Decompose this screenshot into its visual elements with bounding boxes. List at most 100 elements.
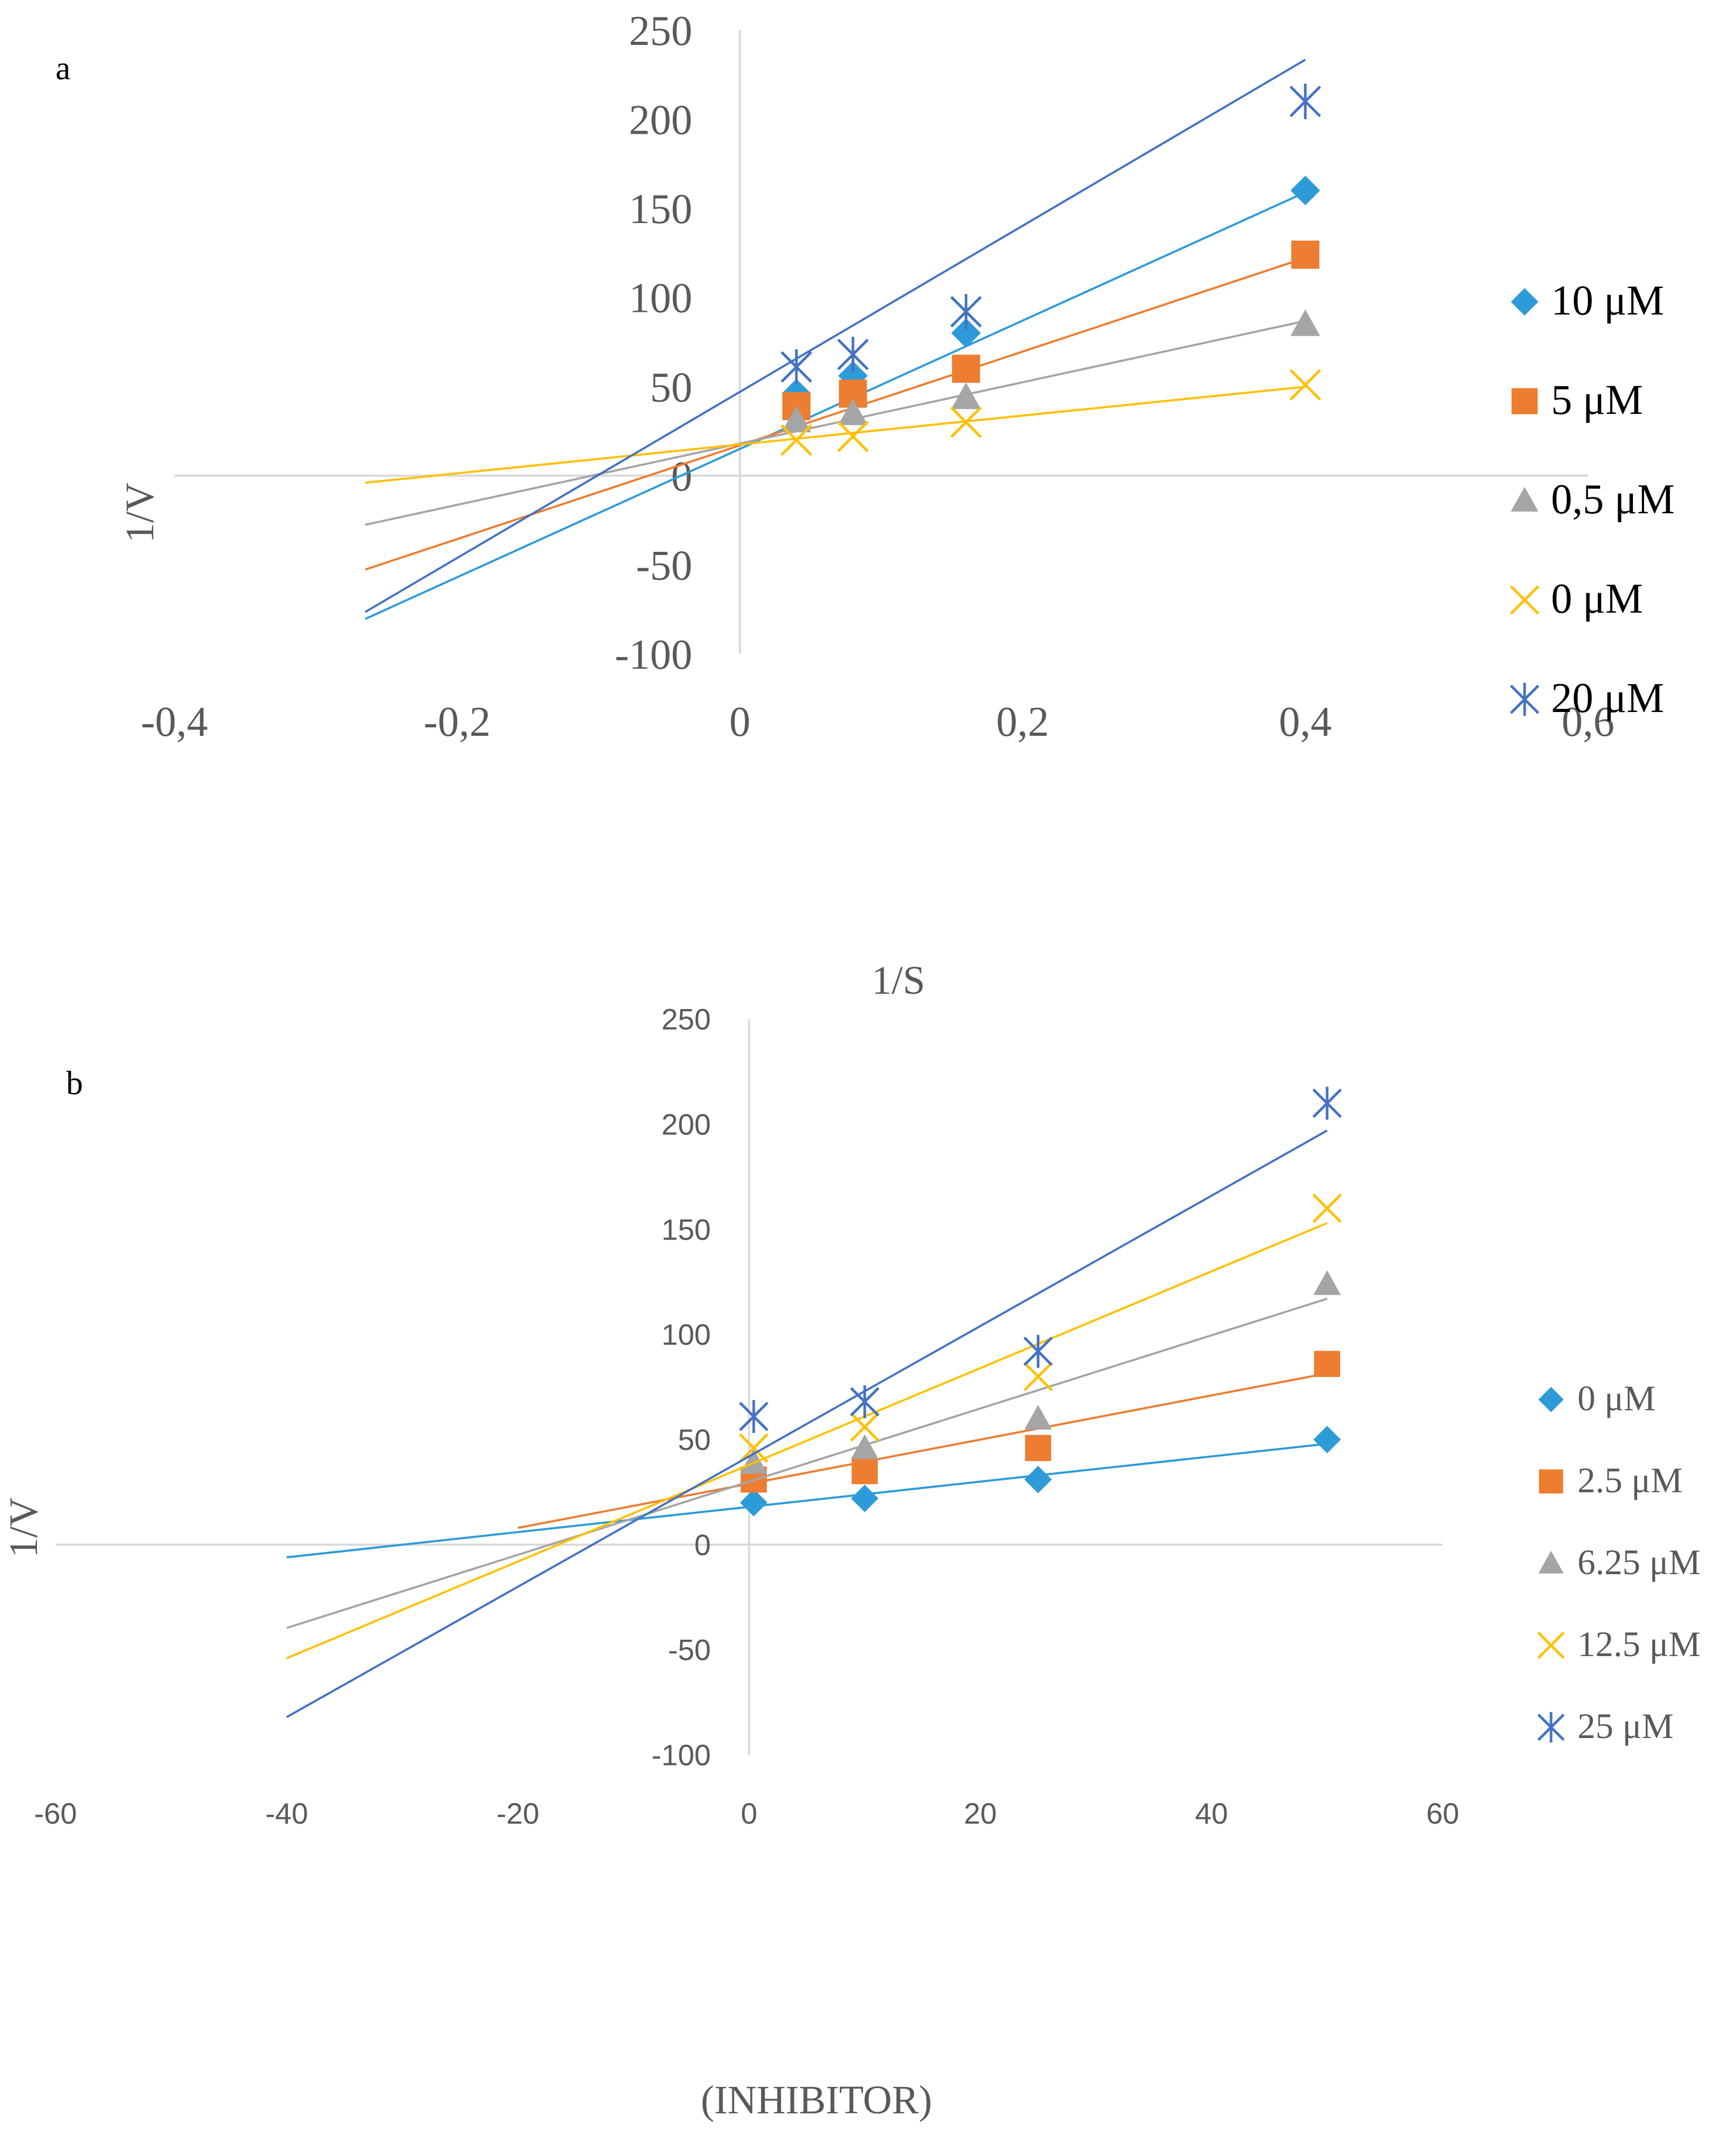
y-tick-label: 0 xyxy=(694,1528,711,1561)
panel-label-a: a xyxy=(55,49,70,87)
triangle-marker-shape xyxy=(951,382,981,409)
legend-marker xyxy=(1510,682,1539,716)
data-point xyxy=(850,1412,880,1442)
series-square-1 xyxy=(365,241,1320,571)
data-point xyxy=(851,1484,879,1512)
diamond-marker-shape xyxy=(1538,1387,1564,1412)
x-marker-stroke xyxy=(950,406,982,438)
data-point xyxy=(739,1400,769,1433)
x-tick-label: -40 xyxy=(265,1797,308,1830)
x-axis-title: (INHIBITOR) xyxy=(701,2078,932,2122)
data-point xyxy=(851,1434,879,1459)
x-marker-stroke xyxy=(1537,1631,1565,1659)
x-tick-label: 40 xyxy=(1195,1797,1228,1830)
y-tick-label: 50 xyxy=(678,1423,711,1456)
trend-line xyxy=(365,320,1306,526)
x-tick-label: -20 xyxy=(497,1797,540,1830)
x-marker-stroke xyxy=(1312,1194,1342,1223)
data-point xyxy=(1023,1362,1053,1391)
legend-label: 12.5 μM xyxy=(1577,1624,1701,1664)
square-marker-shape xyxy=(952,354,980,383)
diamond-marker-shape xyxy=(851,1484,879,1512)
x-tick-label: 0 xyxy=(741,1797,757,1830)
legend-label: 0 μM xyxy=(1551,576,1643,622)
data-point xyxy=(838,398,868,426)
y-tick-label: 100 xyxy=(662,1318,711,1351)
data-point xyxy=(837,420,869,452)
y-tick-label: 250 xyxy=(662,1003,711,1036)
y-tick-label: 150 xyxy=(662,1213,711,1246)
square-marker-shape xyxy=(1511,388,1538,414)
triangle-marker-shape xyxy=(1291,309,1320,336)
series-asterisk-4 xyxy=(365,59,1321,613)
data-point xyxy=(1289,369,1321,401)
triangle-marker-shape xyxy=(1511,487,1538,512)
triangle-marker-shape xyxy=(838,398,868,426)
diamond-marker-shape xyxy=(951,318,981,348)
data-point xyxy=(1023,1335,1053,1368)
x-tick-label: 0,6 xyxy=(1562,699,1614,745)
legend-label: 0 μM xyxy=(1577,1378,1656,1418)
y-tick-label: -50 xyxy=(636,542,692,589)
x-tick-label: 60 xyxy=(1426,1797,1459,1830)
x-marker-stroke xyxy=(1023,1362,1053,1391)
legend-label: 10 μM xyxy=(1551,278,1664,324)
trend-line xyxy=(517,1372,1327,1529)
trend-line xyxy=(286,1298,1327,1629)
legend-label: 0,5 μM xyxy=(1551,476,1675,523)
legend-label: 20 μM xyxy=(1551,675,1664,722)
trend-line xyxy=(286,1130,1328,1718)
legend-marker xyxy=(1511,487,1538,512)
data-point xyxy=(782,405,811,432)
legend: 0 μM 2.5 μM 6.25 μM 12.5 μM 25 μM xyxy=(1537,1378,1701,1746)
legend-marker xyxy=(1539,1469,1563,1494)
legend-label: 5 μM xyxy=(1551,377,1643,423)
data-point xyxy=(740,1449,768,1474)
data-point xyxy=(837,337,869,373)
x-tick-label: -0,2 xyxy=(424,699,491,745)
y-axis-title: 1/V xyxy=(118,483,162,543)
y-tick-label: 150 xyxy=(629,186,692,233)
x-tick-label: 0,2 xyxy=(996,699,1049,745)
series-asterisk-4 xyxy=(286,1086,1342,1718)
data-point xyxy=(1313,1270,1341,1295)
x-marker-stroke xyxy=(1289,369,1321,401)
diamond-marker-shape xyxy=(1511,288,1538,316)
legend-label: 25 μM xyxy=(1577,1706,1674,1746)
legend-marker xyxy=(1511,388,1538,414)
data-point xyxy=(952,354,980,383)
square-marker-shape xyxy=(1291,241,1320,269)
y-tick-label: 250 xyxy=(629,8,692,54)
y-tick-label: -100 xyxy=(652,1739,711,1772)
data-point xyxy=(850,1385,880,1419)
series-square-1 xyxy=(517,1351,1340,1529)
diamond-marker-shape xyxy=(1024,1465,1052,1493)
x-tick-label: -60 xyxy=(34,1797,77,1830)
square-marker-shape xyxy=(1539,1469,1563,1494)
data-point xyxy=(1024,1404,1052,1430)
legend-marker xyxy=(1510,585,1539,615)
data-point xyxy=(739,1433,769,1463)
data-point xyxy=(1314,1351,1340,1377)
x-tick-label: 0 xyxy=(729,699,750,745)
square-marker-shape xyxy=(851,1458,878,1484)
legend-label: 2.5 μM xyxy=(1577,1460,1683,1500)
series-triangle-2 xyxy=(286,1270,1341,1629)
x-axis-title: 1/S xyxy=(871,958,925,1003)
data-point xyxy=(781,424,812,456)
legend-marker xyxy=(1538,1550,1564,1574)
x-marker-stroke xyxy=(739,1433,769,1463)
y-axis-title: 1/V xyxy=(2,1498,46,1558)
triangle-marker-shape xyxy=(1313,1270,1341,1295)
y-tick-label: 0 xyxy=(671,454,692,500)
legend-marker xyxy=(1537,1631,1565,1659)
data-point xyxy=(1025,1435,1052,1462)
data-point xyxy=(951,318,981,348)
diamond-marker-shape xyxy=(1291,175,1320,206)
x-tick-label: 20 xyxy=(964,1797,997,1830)
panel-label-b: b xyxy=(66,1064,83,1102)
data-point xyxy=(1313,1426,1341,1454)
trend-line xyxy=(365,59,1306,613)
data-point xyxy=(1024,1465,1052,1493)
